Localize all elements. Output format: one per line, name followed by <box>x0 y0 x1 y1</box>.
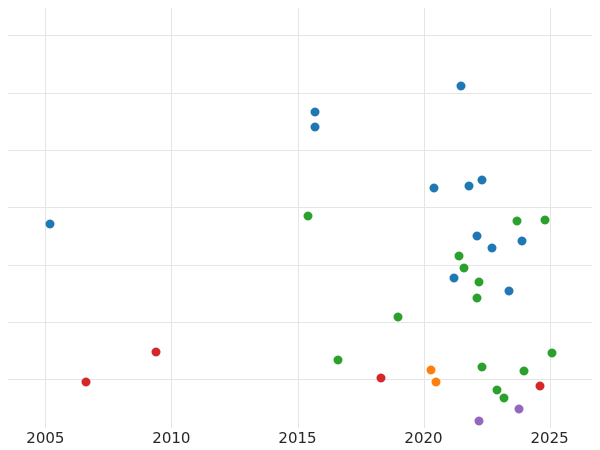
x-tick-label: 2015 <box>278 429 317 447</box>
scatter-point-green <box>492 385 502 395</box>
scatter-point-green <box>540 215 549 225</box>
horizontal-gridline <box>8 264 592 266</box>
horizontal-gridline <box>8 35 592 37</box>
scatter-point-green <box>547 348 557 358</box>
scatter-point-blue <box>45 219 55 229</box>
horizontal-gridline <box>8 379 592 381</box>
scatter-point-blue <box>449 273 459 283</box>
horizontal-gridline <box>8 207 592 209</box>
scatter-point-orange <box>431 377 441 387</box>
scatter-point-blue <box>464 181 474 191</box>
scatter-point-blue <box>456 81 466 91</box>
scatter-point-red <box>535 381 544 391</box>
scatter-point-red <box>81 377 91 387</box>
scatter-point-green <box>472 293 481 303</box>
scatter-point-orange <box>426 365 436 375</box>
scatter-point-green <box>474 277 484 287</box>
scatter-point-green <box>477 362 486 372</box>
scatter-point-green <box>454 251 464 261</box>
x-tick-label: 2020 <box>404 429 443 447</box>
scatter-point-green <box>459 263 469 273</box>
scatter-point-green <box>333 355 343 365</box>
vertical-gridline <box>423 8 425 428</box>
scatter-point-red <box>376 373 386 383</box>
scatter-point-blue <box>517 236 527 246</box>
scatter-point-purple <box>474 416 484 426</box>
scatter-point-blue <box>429 183 439 193</box>
scatter-point-blue <box>504 286 514 296</box>
vertical-gridline <box>297 8 299 428</box>
x-tick-label: 2025 <box>530 429 569 447</box>
horizontal-gridline <box>8 321 592 323</box>
horizontal-gridline <box>8 92 592 94</box>
scatter-point-red <box>151 347 161 357</box>
scatter-point-blue <box>472 231 481 241</box>
scatter-point-purple <box>514 404 524 414</box>
vertical-gridline <box>549 8 551 428</box>
scatter-point-green <box>303 211 313 221</box>
horizontal-gridline <box>8 150 592 151</box>
x-tick-label: 2005 <box>26 429 65 447</box>
vertical-gridline <box>171 8 173 428</box>
vertical-gridline <box>45 8 47 428</box>
x-tick-label: 2010 <box>152 429 191 447</box>
scatter-point-green <box>512 216 522 226</box>
scatter-point-blue <box>310 122 320 132</box>
scatter-point-green <box>499 393 509 403</box>
scatter-point-blue <box>477 175 486 185</box>
scatter-point-green <box>393 312 403 322</box>
scatter-point-blue <box>310 107 320 117</box>
scatter-point-green <box>519 366 529 376</box>
scatter-point-blue <box>487 243 497 253</box>
